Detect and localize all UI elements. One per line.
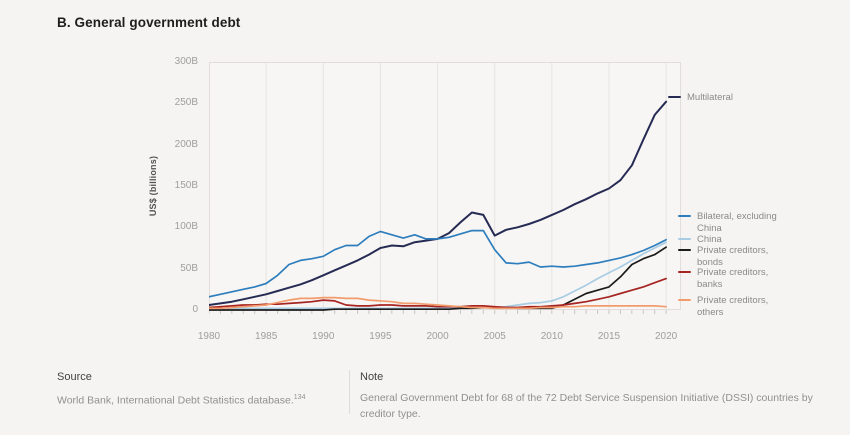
legend-swatch-multilateral [668,96,681,98]
x-tick-label-1995: 1995 [369,331,392,342]
legend-swatch-bilateral [678,215,691,217]
legend-label-china: China [697,234,722,245]
x-tick-label-2015: 2015 [597,331,621,342]
x-tick-label-2010: 2010 [540,331,563,342]
y-tick-label-300B: 300B [174,56,198,67]
y-tick-label-150B: 150B [174,180,198,191]
source-footnote-marker: 134 [293,394,306,401]
y-tick-label-100B: 100B [174,221,198,233]
y-tick-label-200B: 200B [174,138,198,150]
series-line-others [209,296,667,310]
x-tick-label-1985: 1985 [255,331,278,342]
legend-label-banks: Private creditors, banks [697,267,769,290]
series-line-bonds [209,246,667,311]
note-heading: Note [360,371,384,383]
x-tick-label-2020: 2020 [655,331,678,342]
legend-item-bonds: Private creditors, bonds [678,245,768,268]
legend-item-others: Private creditors, others [678,295,768,318]
legend-item-multilateral: Multilateral [668,92,733,104]
line-chart-plot [209,62,681,314]
legend-swatch-bonds [678,249,691,251]
series-line-china [209,241,667,310]
note-text: General Government Debt for 68 of the 72… [360,392,813,420]
series-line-banks [209,277,667,309]
chart-title: B. General government debt [57,15,241,30]
y-tick-label-250B: 250B [174,97,198,109]
legend-label-bonds: Private creditors, bonds [697,245,769,268]
x-tick-label-1980: 1980 [197,331,221,342]
legend-swatch-others [678,299,691,301]
x-tick-label-2005: 2005 [483,331,506,342]
legend-label-multilateral: Multilateral [687,92,733,103]
legend-swatch-banks [678,271,691,273]
y-tick-label-50B: 50B [180,262,198,274]
source-text-body: World Bank, International Debt Statistic… [57,394,294,407]
series-line-bilateral [209,229,667,298]
y-tick-label-0: 0 [192,304,198,315]
plot-background [209,62,681,310]
source-heading: Source [57,371,92,383]
legend-item-bilateral: Bilateral, excluding China [678,211,777,234]
source-text: World Bank, International Debt Statistic… [57,390,337,409]
x-tick-label-1990: 1990 [312,331,335,342]
footer-divider [349,370,350,414]
x-tick-label-2000: 2000 [426,331,449,342]
legend-label-others: Private creditors, others [697,295,769,318]
legend-item-banks: Private creditors, banks [678,267,768,290]
legend-item-china: China [678,234,722,246]
legend-label-bilateral: Bilateral, excluding China [697,211,777,234]
legend-swatch-china [678,238,691,240]
